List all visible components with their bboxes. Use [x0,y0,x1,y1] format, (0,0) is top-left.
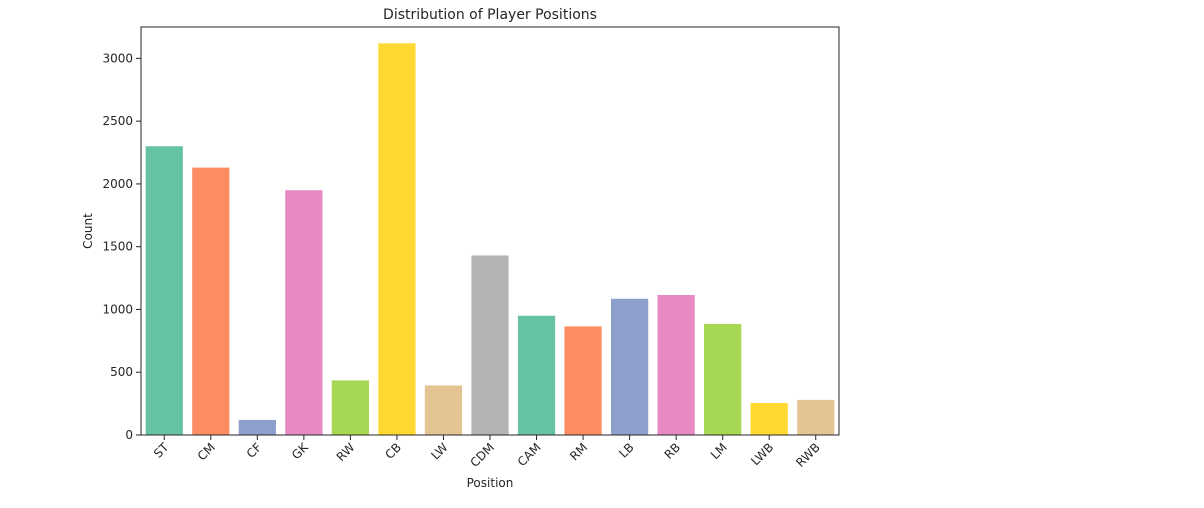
x-tick-label: CDM [467,440,497,470]
x-tick-label: RW [334,440,358,464]
bar-lb [610,298,649,435]
y-tick-label: 1500 [102,240,133,254]
bars-group [145,43,835,435]
bar-gk [285,190,323,435]
bar-rm [564,326,602,435]
x-tick-label: LM [708,440,730,462]
bar-rwb [797,399,835,435]
x-tick-label: RB [662,440,684,462]
bar-rw [331,380,370,435]
chart-title: Distribution of Player Positions [383,7,597,23]
y-tick-label: 500 [110,365,133,379]
x-tick-label: CB [382,440,404,462]
bar-cdm [471,255,509,435]
bar-cm [192,167,230,435]
y-tick-label: 1000 [102,302,133,316]
x-tick-label: GK [289,439,312,462]
bar-lw [424,385,463,435]
bar-cam [517,315,556,435]
x-tick-label: CAM [515,440,544,469]
x-tick-label: CM [195,440,218,463]
x-tick-label: LB [616,440,636,460]
x-tick-label: LW [428,440,450,462]
x-axis: ST CM CF GK RW CB LW CDM CAM RM LB RB LM LWB RWB [151,435,823,470]
bar-rb [657,295,695,435]
y-tick-label: 3000 [102,51,133,65]
x-tick-label: RM [567,440,590,463]
y-tick-label: 0 [125,428,133,442]
x-tick-label: ST [151,440,172,461]
y-tick-label: 2500 [102,114,133,128]
bar-lwb [750,402,788,435]
bar-lm [704,323,742,435]
bar-st [145,146,183,435]
x-tick-label: LWB [748,440,776,468]
y-axis: 0 500 1000 1500 2000 2500 3000 [102,51,141,442]
x-tick-label: CF [244,440,265,461]
bar-cf [238,419,276,435]
plot-frame [140,26,840,436]
bar-cb [378,43,416,435]
x-tick-label: RWB [793,440,823,470]
x-axis-label: Position [467,476,514,490]
y-axis-label: Count [81,213,95,249]
y-tick-label: 2000 [102,177,133,191]
